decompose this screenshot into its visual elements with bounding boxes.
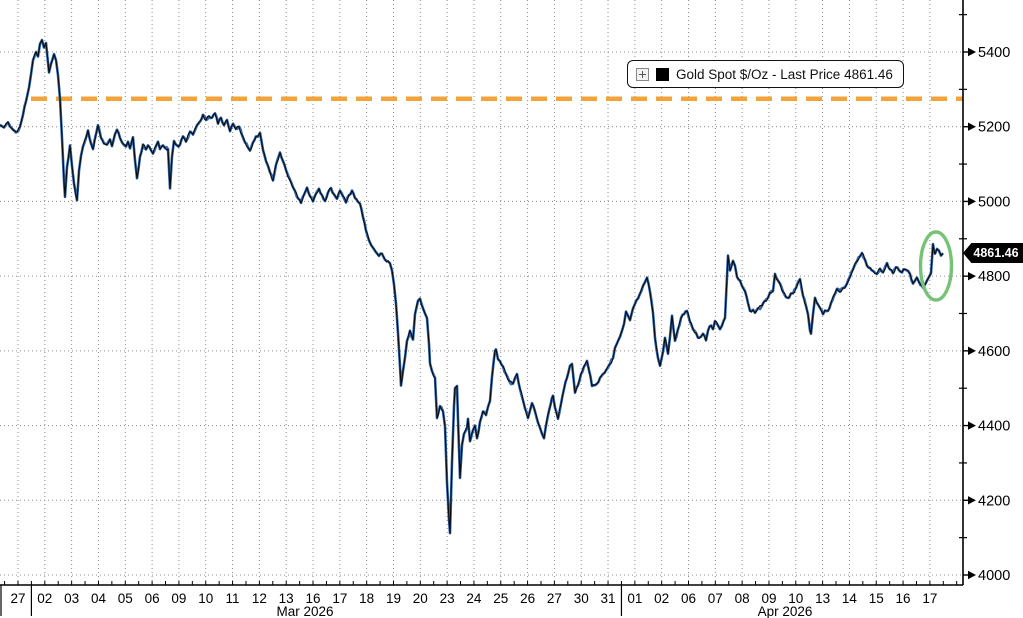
y-axis-tick-label: 5200 <box>978 120 1010 136</box>
x-axis-date-label: 30 <box>574 591 589 606</box>
y-tick-arrow-icon <box>968 570 976 580</box>
y-axis-tick-label: 4000 <box>978 568 1010 584</box>
series-legend-label: Gold Spot $/Oz - Last Price 4861.46 <box>676 66 893 82</box>
x-axis-date-label: 07 <box>708 591 723 606</box>
series-color-swatch-icon <box>656 67 669 81</box>
x-axis-date-label: 25 <box>493 591 508 606</box>
y-axis-tick-label: 4400 <box>978 419 1010 435</box>
x-axis-date-label: 31 <box>601 591 616 606</box>
x-axis-date-label: 04 <box>91 591 107 606</box>
x-axis-date-label: 09 <box>171 591 186 606</box>
x-axis-date-label: 16 <box>896 591 911 606</box>
x-axis-date-label: 19 <box>386 591 401 606</box>
x-axis-date-label: 12 <box>252 591 267 606</box>
x-axis-date-label: 18 <box>359 591 374 606</box>
x-axis-date-label: 13 <box>279 591 294 606</box>
x-axis-date-label: 03 <box>64 591 79 606</box>
x-axis-date-label: 20 <box>413 591 428 606</box>
x-axis-date-label: 09 <box>761 591 776 606</box>
x-axis-date-label: 06 <box>681 591 696 606</box>
y-tick-arrow-icon <box>968 421 976 430</box>
x-axis-date-label: 27 <box>547 591 562 606</box>
highlight-ellipse-annotation <box>918 230 954 302</box>
series-legend[interactable]: Gold Spot $/Oz - Last Price 4861.46 <box>627 60 904 88</box>
y-tick-arrow-icon <box>968 271 976 281</box>
y-tick-arrow-icon <box>968 496 976 505</box>
x-axis-date-label: 06 <box>145 591 160 606</box>
x-axis-date-label: 01 <box>627 591 642 606</box>
x-axis-date-label: 24 <box>466 591 482 606</box>
x-axis-date-label: 14 <box>842 591 858 606</box>
x-axis-date-label: 02 <box>37 591 52 606</box>
gold-price-line-black <box>0 39 944 534</box>
x-axis-month-label: Apr 2026 <box>758 604 813 618</box>
y-axis-tick-label: 4800 <box>978 269 1010 285</box>
y-tick-arrow-icon <box>968 197 976 206</box>
x-axis-date-label: 02 <box>654 591 669 606</box>
y-axis-tick-label: 4600 <box>978 344 1010 360</box>
y-tick-arrow-icon <box>968 122 976 131</box>
x-axis-date-label: 13 <box>815 591 830 606</box>
x-axis-date-label: 10 <box>788 591 803 606</box>
x-axis-date-label: 11 <box>226 591 240 606</box>
x-axis-month-label: Mar 2026 <box>276 604 333 618</box>
x-axis-date-label: 27 <box>10 591 25 606</box>
y-axis-tick-label: 4200 <box>978 493 1010 509</box>
x-axis-date-label: 10 <box>198 591 213 606</box>
x-axis-date-label: 05 <box>118 591 133 606</box>
y-tick-arrow-icon <box>968 346 976 356</box>
x-axis-date-label: 23 <box>440 591 455 606</box>
x-axis-date-label: 26 <box>520 591 535 606</box>
y-tick-arrow-icon <box>968 47 976 57</box>
x-axis-date-label: 17 <box>332 591 347 606</box>
last-price-value: 4861.46 <box>973 246 1019 260</box>
x-axis-date-label: 16 <box>306 591 321 606</box>
last-price-axis-tag: 4861.46 <box>963 243 1023 263</box>
x-axis-date-label: 08 <box>735 591 750 606</box>
y-axis-tick-label: 5000 <box>978 194 1010 210</box>
x-axis-date-label: 15 <box>869 591 884 606</box>
expand-toggle-icon[interactable] <box>636 67 649 81</box>
y-axis-tick-label: 5400 <box>978 45 1010 61</box>
x-axis-date-label: 17 <box>922 591 937 606</box>
